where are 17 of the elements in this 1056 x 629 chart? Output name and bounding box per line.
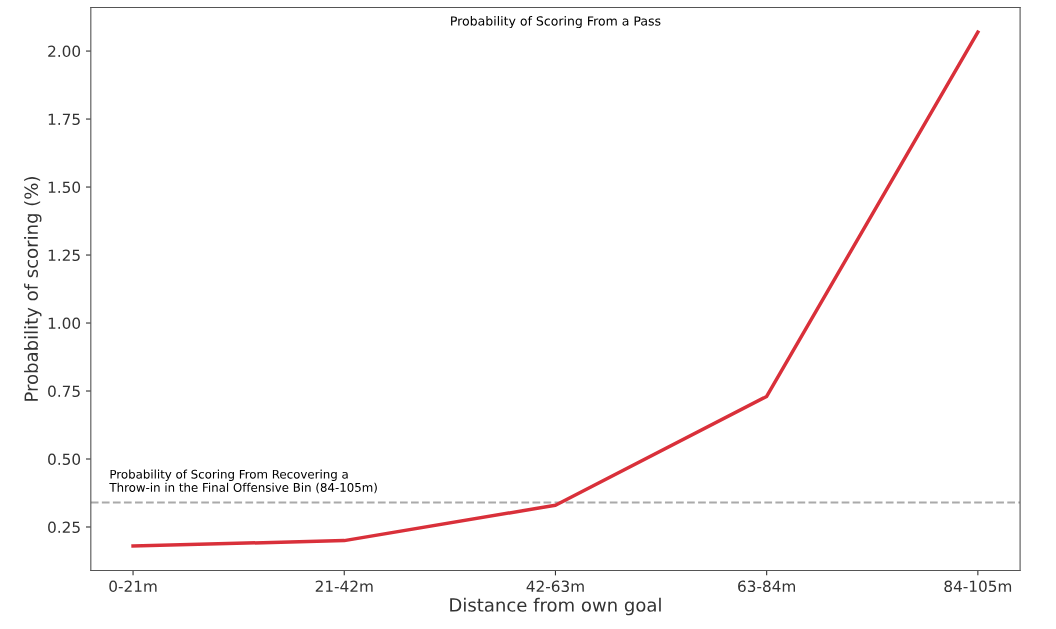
y-axis-title: Probability of scoring (%) [24,177,42,401]
x-tick-label: 63-84m [738,580,795,593]
y-tick-label: 0.25 [48,521,80,534]
y-tick-label: 0.75 [48,385,80,398]
y-tick-label: 2.00 [48,45,81,58]
x-tick-label: 21-42m [315,580,373,592]
ref-line-label: Probability of Scoring From Recovering a Throw-in in the Final Offensive Bin (84-105m) [109,469,377,494]
y-tick-label: 1.25 [48,249,80,262]
x-axis-title: Distance from own goal [450,597,661,616]
x-tick-label: 84-105m [944,580,1012,593]
y-tick-label: 0.50 [48,453,81,466]
y-tick-label: 1.50 [48,181,81,194]
x-tick-label: 0-21m [109,580,157,593]
x-tick-label: 42-63m [526,580,584,593]
y-tick-label: 1.75 [48,113,80,126]
y-tick-label: 1.00 [48,317,81,330]
text: Probability of Scoring From a Pass [451,15,661,29]
